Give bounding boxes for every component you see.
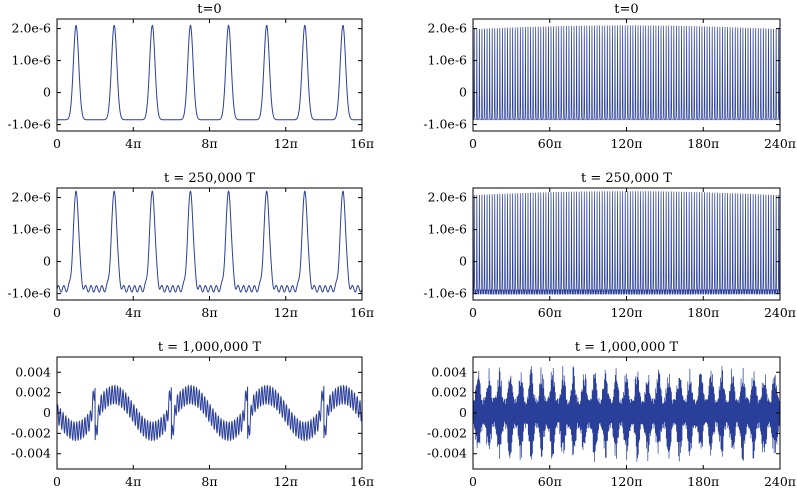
x-tick-label: 16π (350, 305, 374, 320)
x-tick-label: 0 (53, 474, 61, 489)
panel-3: t = 250,000 T0 4π 8π 12π 16π2.0e-61.0e-60-1.… (7, 171, 374, 320)
x-tick-label: 120π (610, 305, 642, 320)
x-tick-label: 8π (201, 136, 217, 151)
y-tick-label: -0.004 (11, 446, 51, 461)
x-tick-label: 12π (274, 474, 298, 489)
y-tick-label: 1.0e-6 (428, 222, 468, 237)
y-tick-label: -0.002 (11, 425, 51, 440)
y-tick-label: 2.0e-6 (12, 21, 52, 36)
y-tick-label: 0 (43, 85, 51, 100)
panel-title: t = 1,000,000 T (575, 340, 679, 355)
y-tick-label: 1.0e-6 (428, 53, 468, 68)
x-tick-label: 60π (538, 305, 562, 320)
x-tick-label: 16π (350, 136, 374, 151)
x-tick-label: 240π (764, 136, 796, 151)
x-tick-label: 0 (53, 136, 61, 151)
panel-4: t = 250,000 T 0 60π 120π 180π 240π 2.0e-6 1.0e-… (423, 171, 796, 320)
x-tick-label: 240π (764, 474, 796, 489)
series-line (57, 24, 362, 121)
plot-frame (56, 18, 363, 132)
x-tick-label: 4π (125, 305, 141, 320)
x-tick-label: 180π (687, 474, 719, 489)
panel-5: t = 1,000,000 T0 4π 8π 12π 16π0.0040.0020-0.… (11, 340, 374, 489)
y-tick-label: 0 (459, 405, 467, 420)
x-tick-label: 0 (53, 305, 61, 320)
plot-frame (472, 187, 781, 301)
series-line (473, 25, 780, 121)
y-tick-label: -0.004 (427, 446, 467, 461)
x-tick-label: 180π (687, 305, 719, 320)
y-tick-label: 0.002 (15, 385, 51, 400)
y-tick-label: 0 (43, 254, 51, 269)
x-tick-label: 240π (764, 305, 796, 320)
plot-frame (472, 18, 781, 132)
x-tick-label: 16π (350, 474, 374, 489)
y-tick-label: -1.0e-6 (7, 117, 51, 132)
series-line (57, 190, 362, 293)
y-tick-label: -1.0e-6 (7, 286, 51, 301)
panel-title: t = 1,000,000 T (158, 340, 262, 355)
x-tick-label: 12π (274, 136, 298, 151)
panel-title: t = 250,000 T (164, 171, 255, 186)
panel-title: t = 250,000 T (581, 171, 672, 186)
y-tick-label: 2.0e-6 (428, 21, 468, 36)
y-tick-label: 0 (459, 254, 467, 269)
x-tick-label: 4π (125, 136, 141, 151)
y-tick-label: -1.0e-6 (423, 286, 467, 301)
y-tick-label: 0 (43, 405, 51, 420)
x-tick-label: 8π (201, 474, 217, 489)
panel-title: t=0 (197, 2, 221, 17)
series-line (473, 191, 780, 296)
x-tick-label: 60π (538, 136, 562, 151)
x-tick-label: 180π (687, 136, 719, 151)
x-tick-label: 0 (469, 474, 477, 489)
y-tick-label: 0.004 (15, 364, 51, 379)
series-line (57, 384, 362, 442)
y-tick-label: 1.0e-6 (12, 53, 52, 68)
y-tick-label: 0.002 (431, 385, 467, 400)
x-tick-label: 120π (610, 136, 642, 151)
x-tick-label: 0 (469, 136, 477, 151)
panel-title: t=0 (614, 2, 638, 17)
x-tick-label: 12π (274, 305, 298, 320)
x-tick-label: 0 (469, 305, 477, 320)
panel-6: t = 1,000,000 T 0 60π 120π 180π 240π 0.004 0.00… (427, 340, 796, 489)
y-tick-label: 2.0e-6 (428, 190, 468, 205)
x-tick-label: 60π (538, 474, 562, 489)
plot-frame (56, 187, 363, 301)
series-line (473, 365, 780, 462)
x-tick-label: 120π (610, 474, 642, 489)
y-tick-label: 0 (459, 85, 467, 100)
y-tick-label: -0.002 (427, 425, 467, 440)
y-tick-label: 0.004 (431, 364, 467, 379)
x-tick-label: 4π (125, 474, 141, 489)
y-tick-label: -1.0e-6 (423, 117, 467, 132)
y-tick-label: 2.0e-6 (12, 190, 52, 205)
x-tick-label: 8π (201, 305, 217, 320)
y-tick-label: 1.0e-6 (12, 222, 52, 237)
